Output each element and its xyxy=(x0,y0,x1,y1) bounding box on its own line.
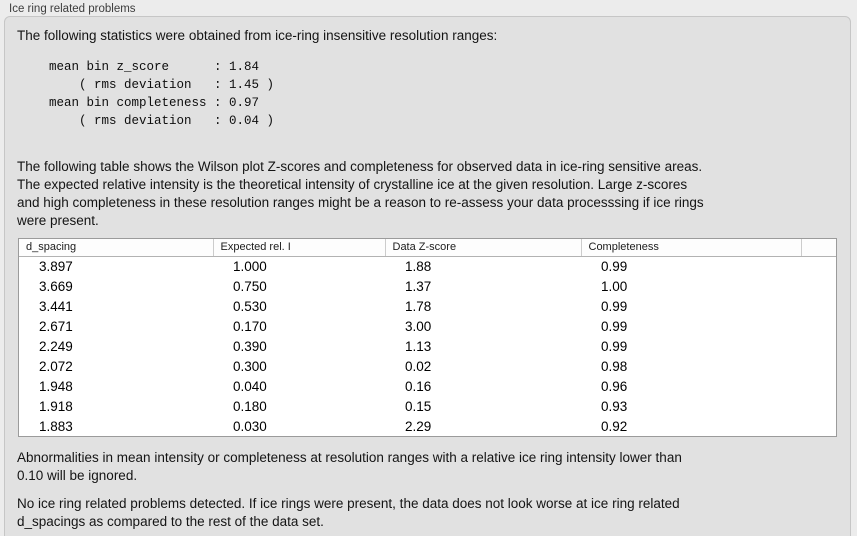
table-row[interactable]: 1.883 0.030 2.29 0.92 xyxy=(19,417,836,437)
table-cell: 2.671 xyxy=(39,318,73,334)
table-cell: 3.441 xyxy=(39,298,73,314)
table-row[interactable]: 2.072 0.300 0.02 0.98 xyxy=(19,357,836,377)
table-cell: 0.750 xyxy=(233,278,267,294)
table-cell-filler xyxy=(801,377,836,397)
table-cell: 0.170 xyxy=(233,318,267,334)
column-header-completeness[interactable]: Completeness xyxy=(580,239,801,257)
table-cell: 2.072 xyxy=(39,358,73,374)
table-cell: 0.99 xyxy=(601,258,628,274)
table-cell: 0.530 xyxy=(233,298,267,314)
table-row[interactable]: 1.918 0.180 0.15 0.93 xyxy=(19,397,836,417)
table-row[interactable]: 2.249 0.390 1.13 0.99 xyxy=(19,337,836,357)
table-cell: 2.29 xyxy=(405,418,432,434)
stats-intro-text: The following statistics were obtained f… xyxy=(17,28,498,43)
table-cell: 1.000 xyxy=(233,258,267,274)
table-cell: 0.030 xyxy=(233,418,267,434)
table-cell: 0.96 xyxy=(601,378,628,394)
table-cell: 1.918 xyxy=(39,398,73,414)
table-cell: 1.37 xyxy=(405,278,432,294)
table-cell: 0.040 xyxy=(233,378,267,394)
table-cell: 1.883 xyxy=(39,418,73,434)
table-row[interactable]: 1.948 0.040 0.16 0.96 xyxy=(19,377,836,397)
table-row[interactable]: 3.897 1.000 1.88 0.99 xyxy=(19,256,836,277)
table-cell: 1.00 xyxy=(601,278,628,294)
table-row[interactable]: 3.441 0.530 1.78 0.99 xyxy=(19,297,836,317)
table-cell: 1.13 xyxy=(405,338,432,354)
table-cell: 0.92 xyxy=(601,418,628,434)
table-row[interactable]: 2.671 0.170 3.00 0.99 xyxy=(19,317,836,337)
table-cell: 0.300 xyxy=(233,358,267,374)
table-cell: 2.249 xyxy=(39,338,73,354)
table-cell: 1.88 xyxy=(405,258,432,274)
table-cell-filler xyxy=(801,357,836,377)
table-intro-text: The following table shows the Wilson plo… xyxy=(17,159,704,228)
table-cell: 0.99 xyxy=(601,298,628,314)
table-cell-filler xyxy=(801,297,836,317)
table-cell: 3.669 xyxy=(39,278,73,294)
table-cell: 3.897 xyxy=(39,258,73,274)
table-cell: 1.948 xyxy=(39,378,73,394)
table-cell: 1.78 xyxy=(405,298,432,314)
table-cell-filler xyxy=(801,337,836,357)
column-header-d-spacing[interactable]: d_spacing xyxy=(19,239,213,257)
ice-ring-panel: The following statistics were obtained f… xyxy=(4,16,851,536)
stats-values-block: mean bin z_score : 1.84 ( rms deviation … xyxy=(49,60,275,128)
table-cell: 0.93 xyxy=(601,398,628,414)
table-cell: 0.16 xyxy=(405,378,432,394)
table-cell: 0.02 xyxy=(405,358,432,374)
table-cell-filler xyxy=(801,397,836,417)
table-cell: 3.00 xyxy=(405,318,432,334)
table-header-row: d_spacing Expected rel. I Data Z-score Comp… xyxy=(19,239,836,257)
table-row[interactable]: 3.669 0.750 1.37 1.00 xyxy=(19,277,836,297)
column-header-expected-rel-i[interactable]: Expected rel. I xyxy=(212,239,385,257)
table-cell-filler xyxy=(801,317,836,337)
ice-ring-table[interactable]: d_spacing Expected rel. I Data Z-score Comp… xyxy=(18,238,837,437)
conclusion-text: No ice ring related problems detected. I… xyxy=(17,496,680,529)
column-header-data-z-score[interactable]: Data Z-score xyxy=(384,239,581,257)
table-cell: 0.15 xyxy=(405,398,432,414)
table-cell: 0.390 xyxy=(233,338,267,354)
table-cell-filler xyxy=(801,417,836,437)
panel-title: Ice ring related problems xyxy=(9,3,136,15)
table-cell: 0.180 xyxy=(233,398,267,414)
column-header-filler xyxy=(800,239,836,257)
table-body: 3.897 1.000 1.88 0.99 3.669 0.750 1.37 1.00 3.44… xyxy=(19,256,836,437)
table-cell-filler xyxy=(801,277,836,297)
table-cell: 0.99 xyxy=(601,338,628,354)
table-cell-filler xyxy=(801,256,836,277)
ignore-note-text: Abnormalities in mean intensity or compl… xyxy=(17,450,682,483)
table-cell: 0.99 xyxy=(601,318,628,334)
table-cell: 0.98 xyxy=(601,358,628,374)
